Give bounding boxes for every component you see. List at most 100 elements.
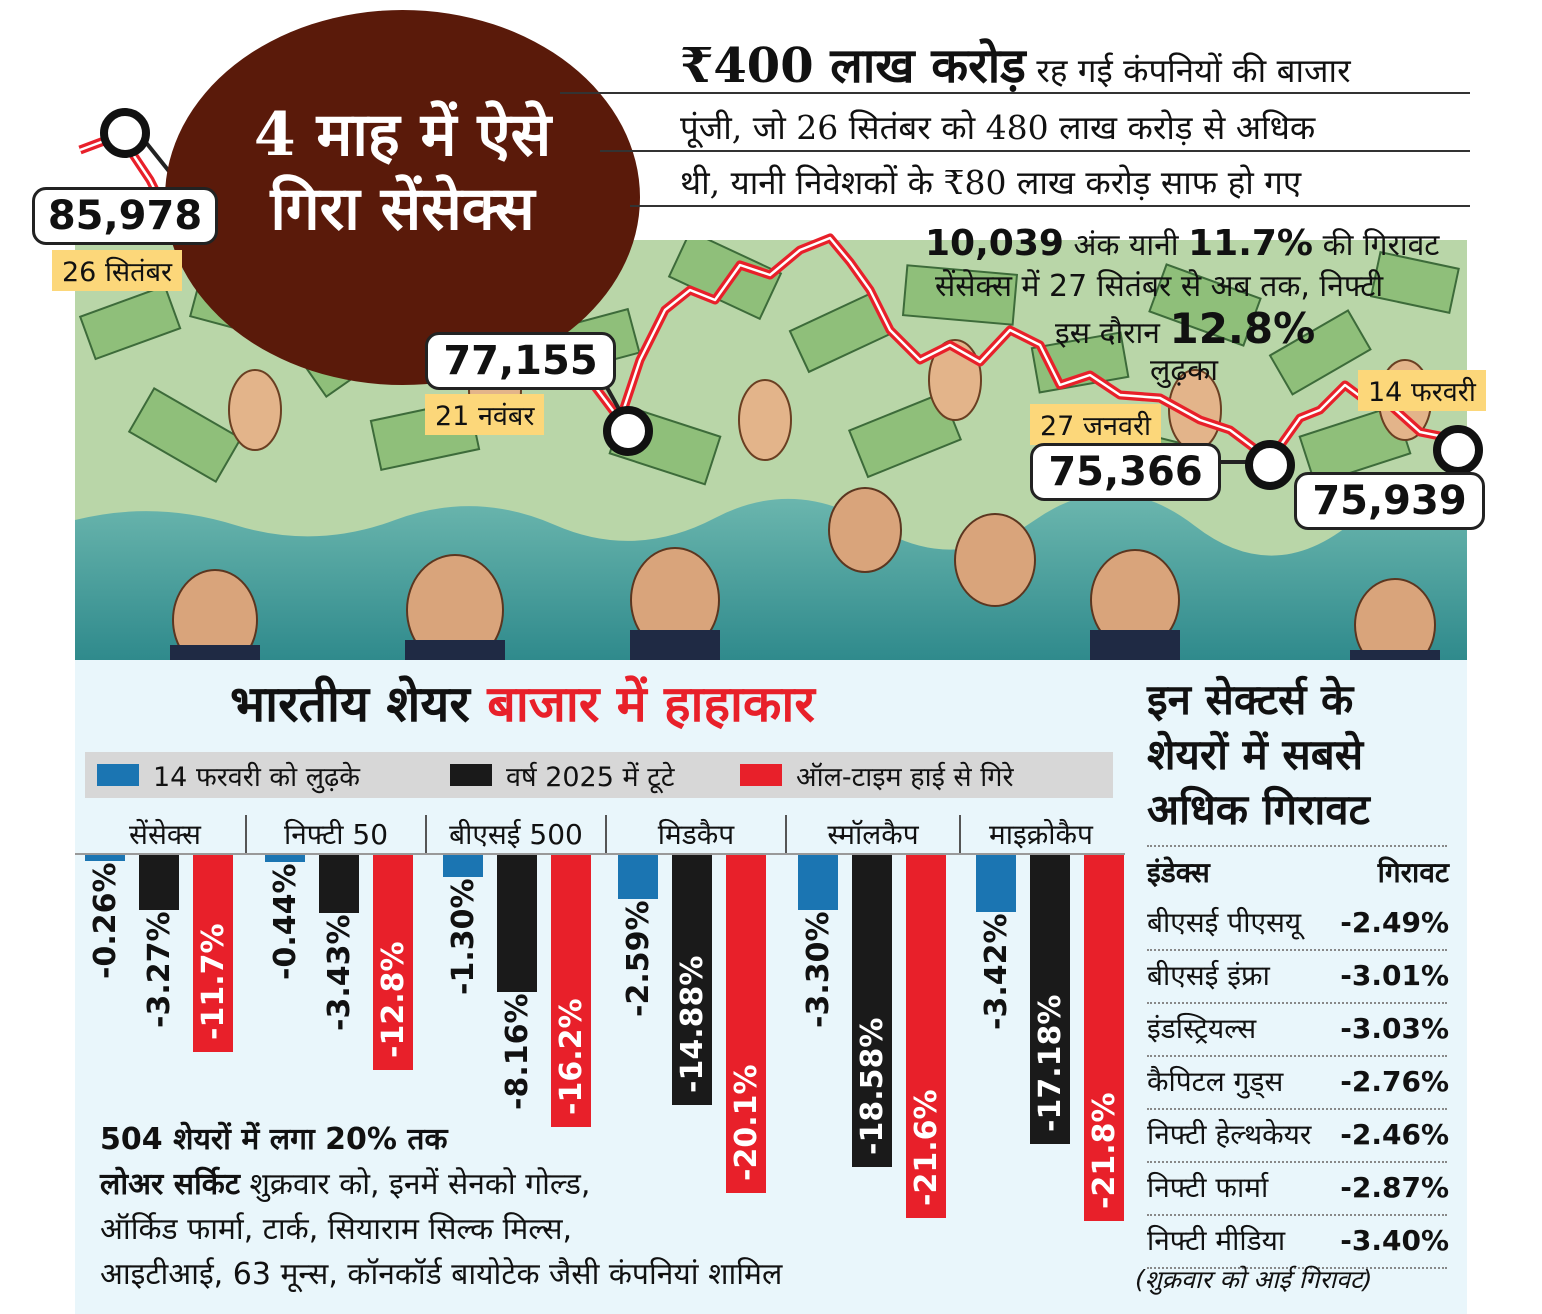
chart-title-plain: भारतीय शेयर [230, 675, 470, 733]
drop-mid: अंक यानी [1073, 228, 1179, 263]
bar-value-label: -2.59% [621, 899, 656, 1017]
sensex-value-feb: 75,939 [1294, 472, 1485, 530]
legend-item-ath: ऑल-टाइम हाई से गिरे [740, 752, 1014, 798]
sector-value: -2.49% [1340, 906, 1449, 939]
sector-footnote: (शुक्रवार को आई गिरावट) [1135, 1265, 1373, 1294]
lower-circuit-line1: 504 शेयरों में लगा 20% तक [100, 1122, 448, 1157]
lower-circuit-line2-rest: शुक्रवार को, इनमें सेनको गोल्ड, [249, 1167, 591, 1202]
bar-6-series-3 [1084, 855, 1124, 1222]
sector-row: बीएसई पीएसयू -2.49% [1147, 898, 1449, 948]
bar-value-label: -8.16% [500, 993, 535, 1111]
category-label-nifty50: निफ्टी 50 [283, 818, 389, 851]
drop-end: की गिरावट [1322, 228, 1440, 263]
bar-value-label: -21.8% [1087, 1092, 1122, 1210]
bar-value-label: -18.58% [855, 1017, 890, 1156]
chart-legend: 14 फरवरी को लुढ़के वर्ष 2025 में टूटे ऑल… [85, 752, 1113, 798]
sensex-drop-line3: इस दौरान 12.8% [1055, 308, 1315, 353]
bar-value-label: -3.27% [142, 911, 177, 1028]
sector-name: निफ्टी हेल्थकेयर [1147, 1118, 1312, 1151]
sector-value: -3.01% [1340, 959, 1449, 992]
sector-col-fall: गिरावट [1377, 856, 1449, 889]
sector-value: -3.40% [1340, 1224, 1449, 1257]
legend-label-ath: ऑल-टाइम हाई से गिरे [796, 761, 1014, 793]
bar-5-series-3 [906, 855, 946, 1218]
legend-swatch-blue [97, 764, 139, 786]
sector-divider [1147, 1002, 1447, 1004]
sector-title-line3: अधिक गिरावट [1147, 785, 1370, 834]
sensex-date-nov: 21 नवंबर [425, 394, 545, 435]
sensex-date-sep: 26 सितंबर [52, 250, 183, 291]
bar-value-label: -3.30% [801, 911, 836, 1029]
category-label-sensex: सेंसेक्स [129, 818, 201, 851]
circle-heading-line2: गिरा सेंसेक्स [270, 174, 535, 244]
sector-row: निफ्टी मीडिया -3.40% [1147, 1216, 1449, 1266]
circle-heading-line1: 4 माह में ऐसे [253, 100, 552, 170]
sector-value: -3.03% [1340, 1012, 1449, 1045]
sector-name: बीएसई इंफ्रा [1147, 959, 1270, 992]
bar-2-series-1 [265, 855, 305, 863]
sector-row: निफ्टी फार्मा -2.87% [1147, 1163, 1449, 1213]
marker-ring-feb [1433, 425, 1483, 475]
lower-circuit-line3: ऑर्किड फार्मा, टार्क, सियाराम सिल्क मिल्… [100, 1212, 573, 1247]
category-separator [425, 815, 427, 853]
sensex-value-nov: 77,155 [425, 332, 616, 390]
drop-pct: 11.7% [1188, 223, 1314, 264]
sector-row: बीएसई इंफ्रा -3.01% [1147, 951, 1449, 1001]
bar-value-label: -1.30% [446, 878, 481, 995]
bar-value-label: -14.88% [675, 955, 710, 1093]
bar-3-series-1 [443, 855, 483, 877]
bar-4-series-1 [618, 855, 658, 899]
bar-value-label: -0.26% [88, 862, 123, 979]
market-cap-line1-rest: रह गई कंपनियों की बाजार [1036, 51, 1351, 90]
sector-title-line1: इन सेक्टर्स के [1147, 675, 1354, 724]
sector-value: -2.76% [1340, 1065, 1449, 1098]
marker-ring-sep [100, 108, 150, 158]
sensex-value-jan: 75,366 [1030, 443, 1221, 501]
bar-6-series-2 [1030, 855, 1070, 1144]
bar-4-series-2 [672, 855, 712, 1105]
market-cap-line2: पूंजी, जो 26 सितंबर को 480 लाख करोड़ से … [680, 108, 1316, 147]
sensex-drop-line1: 10,039 अंक यानी 11.7% की गिरावट [925, 225, 1439, 265]
bar-value-label: -11.7% [196, 923, 231, 1040]
sector-name: बीएसई पीएसयू [1147, 906, 1302, 939]
chart-baseline [75, 853, 1125, 855]
bar-5-series-2 [852, 855, 892, 1168]
lower-circuit-bold: लोअर सर्किट [100, 1167, 240, 1202]
legend-swatch-red [740, 764, 782, 786]
category-label-smallcap: स्मॉलकैप [827, 818, 919, 851]
category-label-midcap: मिडकैप [657, 818, 735, 851]
sector-name: निफ्टी फार्मा [1147, 1171, 1269, 1204]
sensex-value-sep: 85,978 [32, 187, 218, 245]
bar-value-label: -20.1% [729, 1064, 764, 1181]
sector-title-line2: शेयरों में सबसे [1147, 730, 1364, 779]
sector-divider [1147, 1108, 1447, 1110]
lower-circuit-line2: लोअर सर्किट शुक्रवार को, इनमें सेनको गोल… [100, 1165, 590, 1205]
sector-col-index: इंडेक्स [1147, 856, 1210, 889]
sector-divider [1147, 1214, 1447, 1216]
marker-ring-jan [1245, 440, 1295, 490]
market-cap-line1: ₹400 लाख करोड़ रह गई कंपनियों की बाजार [680, 42, 1351, 93]
sector-divider [1147, 949, 1447, 951]
category-label-bse500: बीएसई 500 [449, 818, 583, 851]
sector-divider [1147, 845, 1447, 847]
bar-4-series-3 [726, 855, 766, 1193]
lower-circuit-line4: आइटीआई, 63 मून्स, कॉनकॉर्ड बायोटेक जैसी … [100, 1257, 783, 1292]
sector-row: कैपिटल गुड्स -2.76% [1147, 1057, 1449, 1107]
bar-6-series-1 [976, 855, 1016, 913]
sector-divider [1147, 1267, 1447, 1269]
bar-3-series-3 [551, 855, 591, 1128]
legend-label-14feb: 14 फरवरी को लुढ़के [153, 761, 360, 793]
bar-value-label: -21.6% [909, 1089, 944, 1206]
sensex-date-feb: 14 फरवरी [1358, 370, 1486, 411]
legend-label-2025: वर्ष 2025 में टूटे [506, 761, 675, 793]
sector-value: -2.87% [1340, 1171, 1449, 1204]
bar-1-series-2 [139, 855, 179, 910]
chart-title: भारतीय शेयर बाजार में हाहाकार [230, 672, 815, 736]
category-separator [245, 815, 247, 853]
bar-2-series-2 [319, 855, 359, 913]
legend-swatch-black [450, 764, 492, 786]
sector-row: निफ्टी हेल्थकेयर -2.46% [1147, 1110, 1449, 1160]
bar-1-series-3 [193, 855, 233, 1052]
bar-value-label: -0.44% [268, 863, 303, 981]
category-separator [605, 815, 607, 853]
